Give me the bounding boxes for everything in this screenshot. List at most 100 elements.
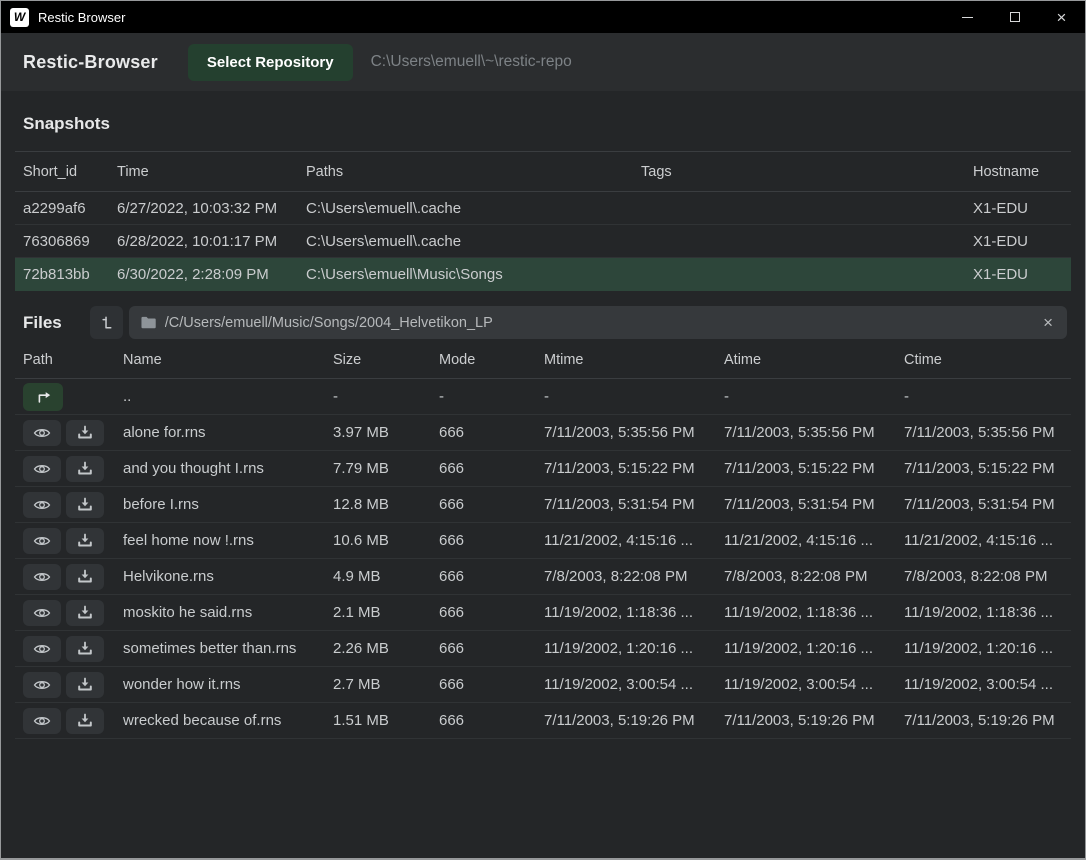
dump-file-button[interactable]: [66, 419, 104, 446]
snapshot-row[interactable]: a2299af6 6/27/2022, 10:03:32 PM C:\Users…: [15, 192, 1071, 225]
current-path-text: /C/Users/emuell/Music/Songs/2004_Helveti…: [164, 314, 493, 331]
file-mode: 666: [439, 568, 465, 585]
snapshot-row[interactable]: 76306869 6/28/2022, 10:01:17 PM C:\Users…: [15, 225, 1071, 258]
download-icon: [78, 497, 92, 511]
dump-file-button[interactable]: [66, 563, 104, 590]
column-header-hostname: Hostname: [973, 163, 1040, 180]
view-file-button[interactable]: [23, 635, 61, 662]
eye-icon: [33, 500, 51, 509]
tree-view-toggle-button[interactable]: [89, 306, 123, 339]
snapshot-hostname: X1-EDU: [973, 266, 1029, 283]
eye-icon: [33, 536, 51, 545]
dump-file-button[interactable]: [66, 599, 104, 626]
view-file-button[interactable]: [23, 707, 61, 734]
snapshot-short-id: a2299af6: [23, 199, 86, 217]
file-ctime: 7/11/2003, 5:31:54 PM: [904, 496, 1055, 513]
dump-file-button[interactable]: [66, 527, 104, 554]
header: Restic-Browser Select Repository C:\User…: [1, 33, 1085, 91]
file-mtime: 11/21/2002, 4:15:16 ...: [544, 532, 694, 549]
dump-file-button[interactable]: [66, 707, 104, 734]
file-mtime: 11/19/2002, 1:20:16 ...: [544, 640, 694, 657]
column-header-path: Path: [23, 351, 53, 368]
file-mtime: 7/8/2003, 8:22:08 PM: [544, 568, 688, 585]
file-mode: 666: [439, 424, 465, 441]
parent-directory-row: .. - - - - -: [15, 379, 1071, 415]
view-file-button[interactable]: [23, 599, 61, 626]
current-path-bar: /C/Users/emuell/Music/Songs/2004_Helveti…: [128, 306, 1067, 339]
snapshots-table: Short_id Time Paths Tags Hostname a2299a…: [15, 151, 1071, 291]
snapshot-hostname: X1-EDU: [973, 199, 1029, 217]
download-icon: [78, 461, 92, 475]
view-file-button[interactable]: [23, 491, 61, 518]
file-atime: -: [724, 388, 729, 405]
file-name: alone for.rns: [123, 424, 206, 441]
close-button[interactable]: ×: [1038, 1, 1085, 33]
files-table: Path Name Size Mode Mtime Atime Ctime ..…: [15, 339, 1071, 739]
file-size: 7.79 MB: [333, 460, 389, 477]
dump-file-button[interactable]: [66, 671, 104, 698]
file-name: before I.rns: [123, 496, 199, 513]
up-then-right-arrow-icon: [38, 392, 51, 403]
file-row: Helvikone.rns 4.9 MB 666 7/8/2003, 8:22:…: [15, 559, 1071, 595]
file-mode: 666: [439, 460, 465, 477]
minimize-button[interactable]: [944, 1, 991, 33]
file-mtime: 11/19/2002, 1:18:36 ...: [544, 604, 694, 621]
file-atime: 11/19/2002, 1:20:16 ...: [724, 640, 874, 657]
file-ctime: 7/8/2003, 8:22:08 PM: [904, 568, 1048, 585]
view-file-button[interactable]: [23, 671, 61, 698]
minimize-icon: [962, 16, 973, 18]
files-table-header: Path Name Size Mode Mtime Atime Ctime: [15, 341, 1071, 379]
file-size: 2.1 MB: [333, 604, 381, 621]
file-mode: 666: [439, 532, 465, 549]
download-icon: [78, 569, 92, 583]
file-atime: 7/11/2003, 5:15:22 PM: [724, 460, 875, 477]
file-name: moskito he said.rns: [123, 604, 253, 621]
file-ctime: -: [904, 388, 909, 405]
titlebar: W Restic Browser ×: [1, 1, 1085, 33]
view-file-button[interactable]: [23, 419, 61, 446]
snapshot-time: 6/28/2022, 10:01:17 PM: [117, 232, 278, 250]
snapshots-heading: Snapshots: [23, 114, 110, 133]
snapshot-paths: C:\Users\emuell\Music\Songs: [306, 266, 503, 283]
empty-area: [1, 739, 1085, 858]
file-mode: 666: [439, 604, 465, 621]
file-atime: 7/11/2003, 5:19:26 PM: [724, 712, 875, 729]
files-heading: Files: [23, 312, 62, 332]
file-name: and you thought I.rns: [123, 460, 264, 477]
file-mode: -: [439, 388, 444, 405]
maximize-icon: [1009, 12, 1020, 22]
view-file-button[interactable]: [23, 563, 61, 590]
view-file-button[interactable]: [23, 527, 61, 554]
file-row: and you thought I.rns 7.79 MB 666 7/11/2…: [15, 451, 1071, 487]
dump-file-button[interactable]: [66, 455, 104, 482]
file-size: 10.6 MB: [333, 532, 389, 549]
file-atime: 11/21/2002, 4:15:16 ...: [724, 532, 874, 549]
file-row: alone for.rns 3.97 MB 666 7/11/2003, 5:3…: [15, 415, 1071, 451]
go-up-directory-button[interactable]: [23, 382, 63, 411]
dump-file-button[interactable]: [66, 635, 104, 662]
maximize-button[interactable]: [991, 1, 1038, 33]
snapshot-hostname: X1-EDU: [973, 232, 1029, 250]
select-repository-button[interactable]: Select Repository: [187, 43, 353, 81]
file-size: 4.9 MB: [333, 568, 381, 585]
file-name: wonder how it.rns: [123, 676, 241, 693]
file-size: 3.97 MB: [333, 424, 389, 441]
column-header-name: Name: [123, 351, 162, 368]
eye-icon: [33, 464, 51, 473]
download-icon: [78, 425, 92, 439]
clear-path-button[interactable]: ×: [1039, 314, 1057, 331]
file-atime: 11/19/2002, 3:00:54 ...: [724, 676, 874, 693]
dump-file-button[interactable]: [66, 491, 104, 518]
window-controls: ×: [944, 1, 1085, 33]
view-file-button[interactable]: [23, 455, 61, 482]
file-mtime: 7/11/2003, 5:19:26 PM: [544, 712, 695, 729]
file-name: ..: [123, 388, 132, 405]
column-header-size: Size: [333, 351, 362, 368]
file-mtime: 7/11/2003, 5:35:56 PM: [544, 424, 695, 441]
snapshot-row-selected[interactable]: 72b813bb 6/30/2022, 2:28:09 PM C:\Users\…: [15, 258, 1071, 291]
file-size: 2.26 MB: [333, 640, 389, 657]
eye-icon: [33, 572, 51, 581]
file-ctime: 7/11/2003, 5:15:22 PM: [904, 460, 1055, 477]
eye-icon: [33, 608, 51, 617]
file-atime: 7/8/2003, 8:22:08 PM: [724, 568, 868, 585]
